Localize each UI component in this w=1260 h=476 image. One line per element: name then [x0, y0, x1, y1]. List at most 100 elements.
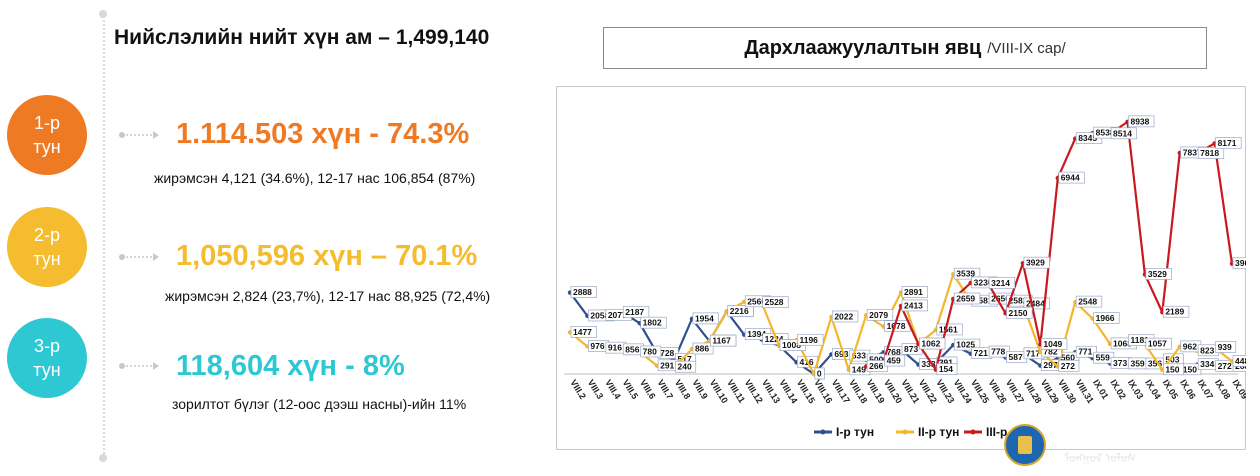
data-label-box [1128, 115, 1155, 128]
data-label-box [1093, 312, 1120, 324]
x-tick-label: IX.05 [1161, 378, 1181, 401]
timeline-dot-bottom [99, 454, 107, 462]
dose-3-count: 118,604 хүн - 8% [176, 350, 405, 382]
data-label-box [727, 305, 754, 317]
data-label: 1196 [799, 335, 818, 345]
data-label-box [1006, 306, 1033, 319]
data-label: 2022 [834, 311, 853, 321]
data-label-box [710, 334, 737, 347]
dose-3-arrow-icon [119, 362, 159, 370]
data-label-box [622, 305, 650, 318]
data-label: 782 [1043, 346, 1057, 356]
data-label: 1966 [1096, 313, 1115, 323]
x-tick-label: IX.02 [1108, 378, 1128, 401]
data-label: 356 [1148, 358, 1162, 368]
data-label-box [919, 337, 946, 350]
x-tick-label: VIII.6 [638, 378, 658, 401]
data-label: 2413 [904, 300, 923, 310]
data-label: 333 [921, 359, 935, 369]
data-label-box [953, 338, 981, 351]
data-label: 6944 [1061, 173, 1080, 183]
data-label-box [1075, 295, 1103, 308]
data-label-box [1232, 355, 1246, 367]
data-label-box [936, 363, 958, 376]
data-label: 7837 [1183, 147, 1202, 157]
data-label-box [1058, 359, 1080, 372]
data-label-box [1232, 257, 1246, 270]
dose-2-count: 1,050,596 хүн – 70.1% [176, 240, 478, 272]
data-label: 2582 [1009, 296, 1028, 306]
x-tick-label: IX.09 [1230, 378, 1246, 401]
data-label-box [1215, 341, 1237, 353]
data-label-box [1215, 137, 1242, 149]
x-tick-label: IX.07 [1195, 378, 1215, 401]
data-label: 1802 [643, 318, 662, 328]
data-label: 1062 [921, 339, 940, 349]
data-label: 856 [625, 344, 639, 354]
data-label: 1678 [887, 321, 906, 331]
data-label: 154 [939, 364, 953, 374]
data-label-box [953, 267, 981, 280]
data-label: 8171 [1218, 138, 1237, 148]
data-label: 2581 [974, 296, 993, 306]
dose-2-arrow-icon [119, 253, 159, 261]
data-label-box [640, 345, 662, 358]
data-label: 2560 [747, 296, 766, 306]
data-label: 240 [678, 362, 692, 372]
data-label-box [814, 367, 825, 380]
data-label-box [866, 309, 894, 321]
data-label: 721 [974, 348, 988, 358]
legend-marker-2 [902, 429, 908, 435]
data-label: 2187 [625, 307, 644, 317]
data-label: 150 [1165, 364, 1179, 374]
data-label: 8938 [1130, 116, 1149, 126]
data-label-box [1162, 305, 1190, 318]
data-label: 0 [817, 369, 822, 379]
data-label: 962 [1183, 341, 1197, 351]
data-label: 1068 [1113, 338, 1132, 348]
data-label-box [640, 316, 667, 329]
data-label-box [1197, 147, 1225, 159]
series-line-3 [865, 120, 1234, 371]
data-label: 7818 [1200, 148, 1219, 158]
data-label: 1224 [765, 334, 784, 344]
data-label: 2150 [1009, 308, 1028, 318]
data-label: 2888 [573, 287, 592, 297]
x-tick-label: VIII.8 [673, 378, 693, 401]
data-label: 2891 [904, 287, 923, 297]
dose-1-arrow-icon [119, 131, 159, 139]
data-label: 633 [852, 351, 866, 361]
dose-1-badge-label: 1-р [33, 113, 60, 133]
data-label: 503 [1165, 354, 1179, 364]
data-label: 2656 [991, 294, 1010, 304]
dose-2-note: жирэмсэн 2,824 (23,7%), 12-17 нас 88,925… [165, 288, 491, 304]
data-label-box [884, 354, 906, 367]
data-label: 334 [1200, 359, 1214, 369]
chart-title: Дархлаажуулалтын явц [744, 36, 982, 59]
chart-subtitle: /VIII-IX сар/ [987, 39, 1066, 57]
data-label-box [1145, 268, 1172, 280]
x-tick-label: VIII.4 [603, 378, 623, 401]
legend-label-1: I-р тун [836, 425, 874, 439]
data-label: 780 [643, 346, 657, 356]
data-label: 272 [1061, 361, 1075, 371]
data-label: 693 [834, 349, 848, 359]
data-label: 2659 [956, 293, 975, 303]
data-label: 1561 [939, 324, 958, 334]
data-label: 886 [695, 344, 709, 354]
data-label: 8538 [1096, 128, 1115, 138]
data-label-box [797, 333, 824, 346]
x-tick-label: IX.03 [1126, 378, 1146, 401]
timeline-divider [103, 12, 105, 462]
data-label: 771 [1078, 347, 1092, 357]
data-label: 150 [1183, 364, 1197, 374]
data-label-box [953, 292, 981, 305]
data-label-box [692, 342, 714, 355]
data-label: 2528 [765, 297, 784, 307]
data-label: 459 [887, 356, 901, 366]
data-label: 1477 [573, 327, 592, 337]
legend-label-2: II-р тун [918, 425, 959, 439]
population-headline: Нийслэлийн нийт хүн ам – 1,499,140 [114, 26, 490, 49]
data-label: 1954 [695, 313, 714, 323]
x-tick-label: VIII.3 [586, 378, 606, 401]
